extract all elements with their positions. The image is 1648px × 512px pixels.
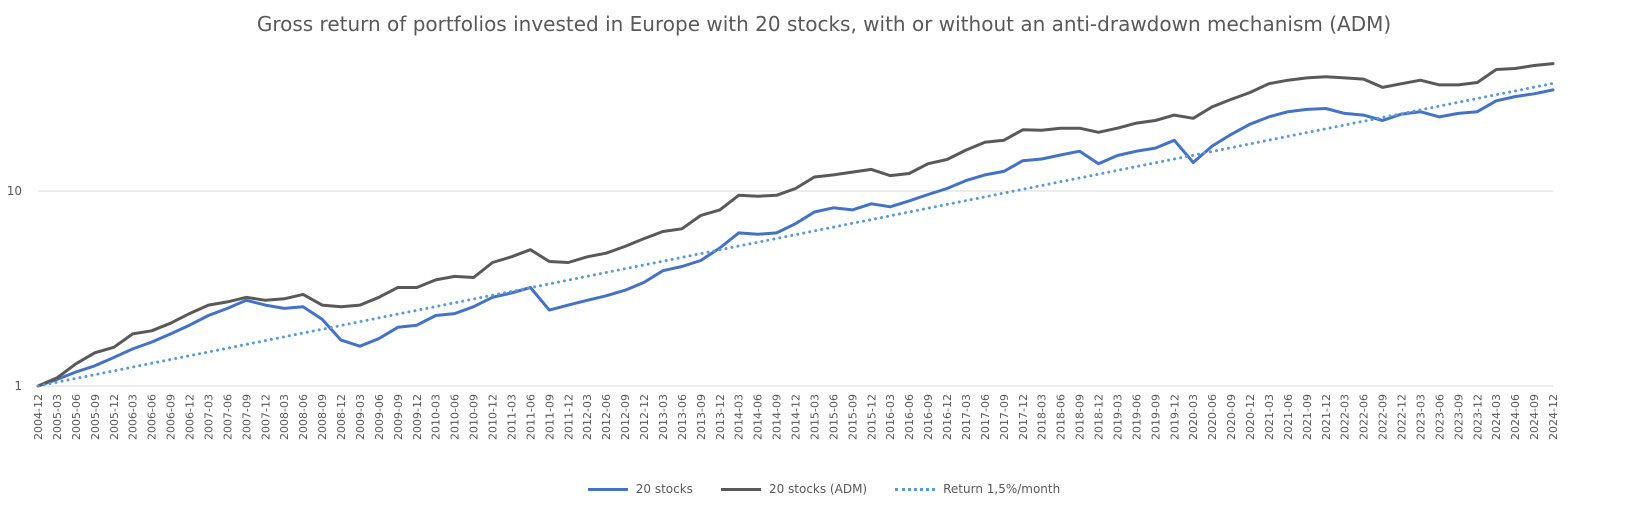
legend-item: Return 1,5%/month <box>895 482 1060 496</box>
legend-swatch <box>895 487 936 491</box>
x-tick-label: 2010-06 <box>449 394 462 440</box>
legend-label: 20 stocks <box>635 482 693 496</box>
x-tick-label: 2019-09 <box>1149 394 1162 440</box>
x-tick-label: 2005-12 <box>108 394 121 440</box>
x-tick-label: 2015-09 <box>846 394 859 440</box>
x-tick-label: 2006-09 <box>165 394 178 440</box>
x-tick-label: 2020-03 <box>1187 394 1200 440</box>
x-tick-label: 2013-09 <box>695 394 708 440</box>
x-tick-label: 2006-06 <box>146 394 159 440</box>
x-tick-label: 2008-03 <box>278 394 291 440</box>
x-tick-label: 2017-03 <box>960 394 973 440</box>
x-tick-label: 2019-06 <box>1130 394 1143 440</box>
x-tick-label: 2022-06 <box>1358 394 1371 440</box>
x-tick-label: 2005-09 <box>89 394 102 440</box>
x-tick-label: 2020-06 <box>1206 394 1219 440</box>
x-tick-label: 2021-06 <box>1282 394 1295 440</box>
x-tick-label: 2018-09 <box>1074 394 1087 440</box>
x-tick-label: 2020-09 <box>1225 394 1238 440</box>
x-tick-label: 2007-06 <box>221 394 234 440</box>
x-tick-label: 2016-06 <box>903 394 916 440</box>
x-tick-label: 2013-03 <box>657 394 670 440</box>
x-tick-label: 2008-12 <box>335 394 348 440</box>
x-tick-label: 2008-06 <box>297 394 310 440</box>
x-tick-label: 2012-06 <box>600 394 613 440</box>
x-tick-label: 2015-03 <box>808 394 821 440</box>
x-tick-label: 2011-03 <box>505 394 518 440</box>
x-tick-label: 2021-12 <box>1320 394 1333 440</box>
x-tick-label: 2013-06 <box>676 394 689 440</box>
x-tick-label: 2018-03 <box>1036 394 1049 440</box>
legend-swatch <box>720 487 761 491</box>
x-tick-label: 2022-12 <box>1396 394 1409 440</box>
x-tick-label: 2013-12 <box>714 394 727 440</box>
series-line-1 <box>36 62 1555 388</box>
x-tick-label: 2010-12 <box>487 394 500 440</box>
legend-label: 20 stocks (ADM) <box>768 482 868 496</box>
x-tick-label: 2019-03 <box>1111 394 1124 440</box>
x-tick-label: 2010-03 <box>430 394 443 440</box>
x-tick-label: 2006-12 <box>184 394 197 440</box>
x-tick-label: 2011-06 <box>524 394 537 440</box>
chart-title: Gross return of portfolios invested in E… <box>256 12 1392 36</box>
x-tick-label: 2017-06 <box>979 394 992 440</box>
x-tick-label: 2005-06 <box>70 394 83 440</box>
x-tick-label: 2024-06 <box>1509 394 1522 440</box>
x-tick-label: 2012-09 <box>619 394 632 440</box>
legend-item: 20 stocks (ADM) <box>720 482 868 496</box>
x-tick-label: 2009-03 <box>354 394 367 440</box>
y-tick-label-10: 10 <box>7 184 22 198</box>
x-tick-label: 2004-12 <box>32 394 45 440</box>
x-tick-label: 2024-03 <box>1490 394 1503 440</box>
x-tick-label: 2012-03 <box>581 394 594 440</box>
x-tick-label: 2011-12 <box>562 394 575 440</box>
x-tick-label: 2012-12 <box>638 394 651 440</box>
x-tick-label: 2021-03 <box>1263 394 1276 440</box>
legend-item: 20 stocks <box>587 482 693 496</box>
x-tick-label: 2016-12 <box>941 394 954 440</box>
x-tick-label: 2007-12 <box>259 394 272 440</box>
x-tick-label: 2016-09 <box>922 394 935 440</box>
legend-swatch <box>587 487 628 491</box>
x-tick-label: 2014-06 <box>752 394 765 440</box>
x-tick-label: 2014-03 <box>733 394 746 440</box>
x-tick-label: 2017-12 <box>1017 394 1030 440</box>
x-tick-label: 2017-09 <box>998 394 1011 440</box>
x-tick-label: 2023-06 <box>1433 394 1446 440</box>
x-tick-label: 2011-09 <box>543 394 556 440</box>
x-tick-label: 2009-12 <box>411 394 424 440</box>
x-tick-label: 2014-12 <box>790 394 803 440</box>
legend-label: Return 1,5%/month <box>943 482 1061 496</box>
x-tick-label: 2022-03 <box>1339 394 1352 440</box>
x-tick-label: 2020-12 <box>1244 394 1257 440</box>
x-tick-label: 2016-03 <box>884 394 897 440</box>
legend: 20 stocks 20 stocks (ADM) Return 1,5%/mont… <box>0 482 1648 496</box>
x-tick-label: 2022-09 <box>1377 394 1390 440</box>
x-tick-label: 2023-09 <box>1452 394 1465 440</box>
series-line-0 <box>36 88 1555 388</box>
series-line-2 <box>36 81 1555 388</box>
x-tick-label: 2018-12 <box>1093 394 1106 440</box>
x-tick-label: 2009-09 <box>392 394 405 440</box>
x-tick-label: 2024-09 <box>1528 394 1541 440</box>
y-tick-label-1: 1 <box>14 379 22 393</box>
x-tick-label: 2023-12 <box>1471 394 1484 440</box>
x-tick-label: 2008-09 <box>316 394 329 440</box>
x-tick-label: 2005-03 <box>51 394 64 440</box>
x-tick-label: 2006-03 <box>127 394 140 440</box>
x-tick-label: 2019-12 <box>1168 394 1181 440</box>
x-tick-label: 2023-03 <box>1414 394 1427 440</box>
x-tick-label: 2024-12 <box>1547 394 1560 440</box>
x-tick-label: 2007-03 <box>202 394 215 440</box>
x-tick-label: 2010-09 <box>468 394 481 440</box>
x-tick-label: 2015-12 <box>865 394 878 440</box>
x-tick-label: 2007-09 <box>240 394 253 440</box>
x-tick-label: 2009-06 <box>373 394 386 440</box>
x-tick-label: 2018-06 <box>1055 394 1068 440</box>
x-tick-label: 2015-06 <box>827 394 840 440</box>
x-tick-label: 2014-09 <box>771 394 784 440</box>
x-tick-label: 2021-09 <box>1301 394 1314 440</box>
